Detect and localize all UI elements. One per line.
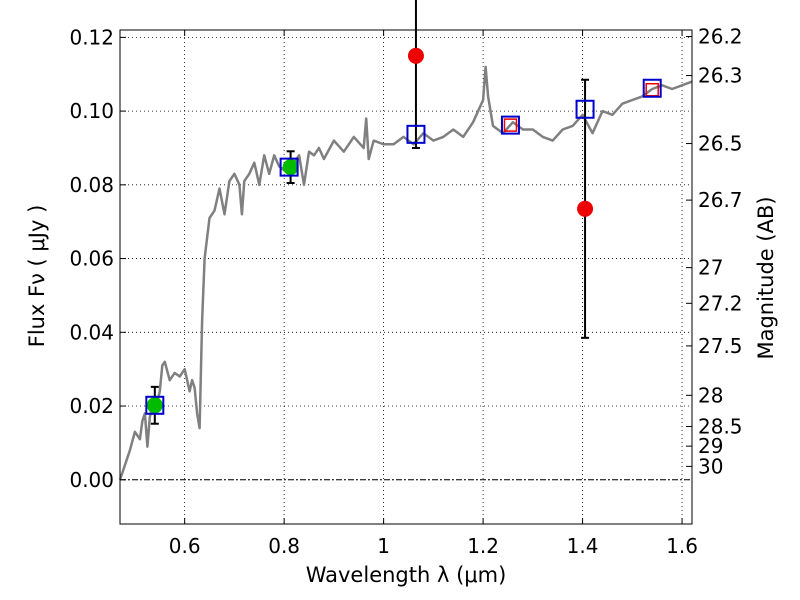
x-axis-label: Wavelength λ (μm) <box>306 563 507 587</box>
x-tick-label: 0.8 <box>268 534 300 558</box>
model-photometry-square <box>575 99 595 119</box>
model-photometry-square <box>500 115 520 135</box>
mag-tick-label: 27.2 <box>698 291 743 315</box>
y-tick-label: 0.00 <box>69 468 114 492</box>
mag-tick-label: 26.3 <box>698 64 743 88</box>
magnitude-axis-label: Magnitude (AB) <box>754 196 778 359</box>
grid <box>120 30 692 524</box>
y-tick-label: 0.08 <box>69 173 114 197</box>
y-tick-label: 0.02 <box>69 394 114 418</box>
model-photometry-square <box>145 395 165 415</box>
model-spectrum-line <box>118 65 693 481</box>
model-spectrum-group <box>118 65 693 481</box>
mag-tick-label: 27.5 <box>698 334 743 358</box>
detection-point <box>146 397 163 414</box>
axis-ticks: 0.6 0.8 1 1.2 1.4 1.6 0.00 0.02 0.04 0.06 0.08 0.10… <box>69 25 742 558</box>
x-tick-label: 1.2 <box>467 534 499 558</box>
mag-tick-label: 26.2 <box>698 25 743 49</box>
x-tick-label: 1.6 <box>666 534 698 558</box>
mag-tick-label: 26.7 <box>698 188 743 212</box>
x-tick-label: 1.4 <box>567 534 599 558</box>
mag-tick-label: 29 <box>698 434 723 458</box>
x-tick-label: 0.6 <box>169 534 201 558</box>
y-tick-label: 0.04 <box>69 320 114 344</box>
y-tick-label: 0.10 <box>69 99 114 123</box>
model-photometry-square <box>406 124 426 144</box>
model-photometry-square <box>642 78 662 98</box>
y-tick-label: 0.12 <box>69 25 114 49</box>
observed-square <box>645 82 659 97</box>
y-axis-label: Flux Fν ( μJy ) <box>25 205 49 348</box>
mag-tick-label: 28.5 <box>698 414 743 438</box>
x-tick-label: 1 <box>377 534 390 558</box>
mag-tick-label: 26.5 <box>698 132 743 156</box>
low-sn-point <box>577 200 594 217</box>
mag-tick-label: 27 <box>698 256 723 280</box>
photometry-markers <box>145 0 662 425</box>
model-photometry-square <box>279 157 299 177</box>
detection-point <box>282 159 299 176</box>
observed-square <box>503 118 518 132</box>
mag-tick-label: 30 <box>698 454 723 478</box>
plot-frame <box>119 29 693 525</box>
low-sn-point <box>407 47 424 64</box>
mag-tick-label: 28 <box>698 383 723 407</box>
y-tick-label: 0.06 <box>69 247 114 271</box>
